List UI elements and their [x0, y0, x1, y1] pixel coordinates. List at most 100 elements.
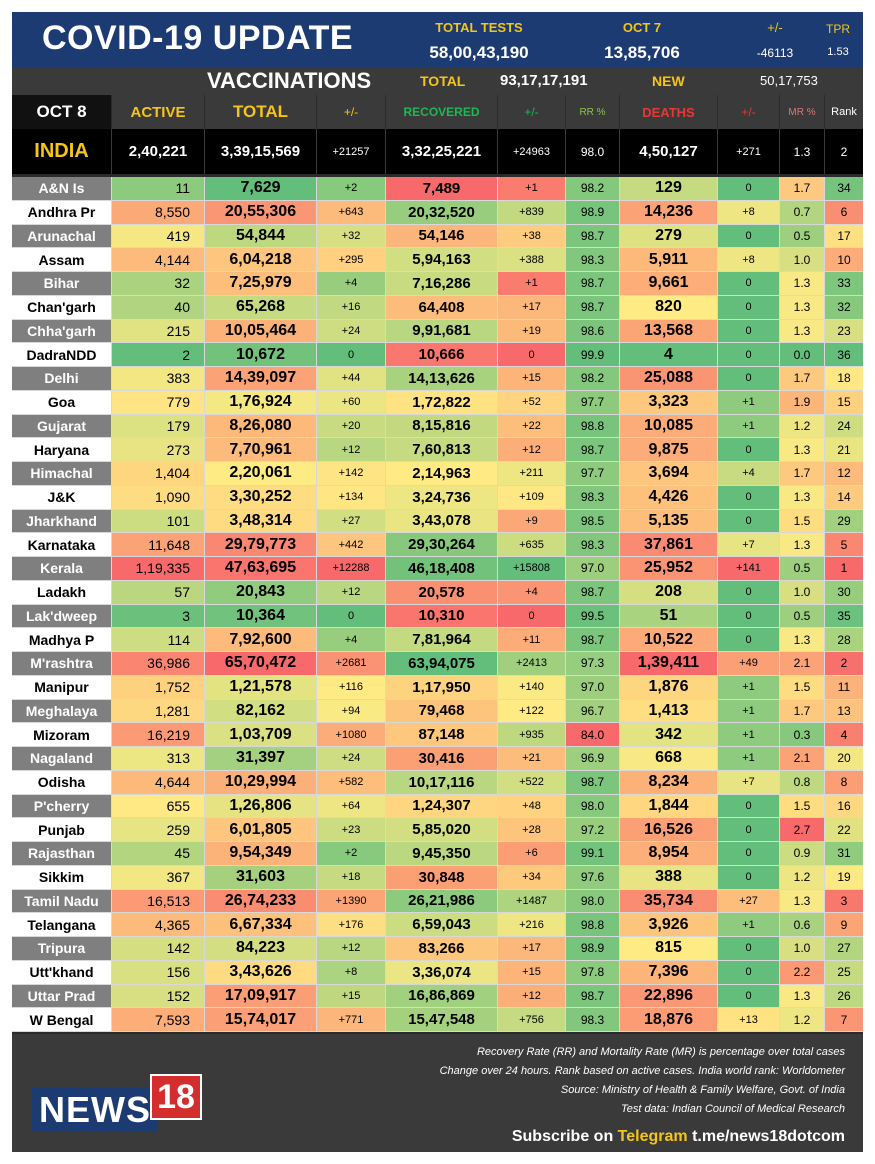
active-cell: 1,281 — [112, 699, 205, 723]
telegram-url[interactable]: t.me/news18dotcom — [692, 1128, 845, 1145]
rank-cell: 4 — [825, 723, 863, 746]
table-row: Punjab 259 6,01,805 +23 5,85,020 +28 97.2 16,52… — [12, 818, 863, 842]
recovered-change-cell: +140 — [498, 675, 566, 699]
active-cell: 383 — [112, 367, 205, 390]
india-recovered-change: +24963 — [498, 129, 566, 174]
deaths-cell: 820 — [620, 295, 718, 319]
state-name: Manipur — [12, 675, 112, 699]
rank-cell: 11 — [825, 675, 863, 699]
rank-cell: 36 — [825, 343, 863, 366]
tests-change-value: -46113 — [756, 46, 794, 60]
active-cell: 367 — [112, 865, 205, 889]
rr-cell: 97.7 — [566, 462, 620, 485]
recovered-change-cell: +1 — [498, 177, 566, 200]
mr-cell: 0.7 — [780, 200, 825, 224]
total-cell: 29,79,773 — [205, 533, 317, 556]
total-cell: 3,48,314 — [205, 509, 317, 533]
recovered-cell: 15,47,548 — [386, 1008, 498, 1031]
recovered-change-cell: +38 — [498, 224, 566, 248]
total-cell: 20,843 — [205, 580, 317, 604]
deaths-change-cell: 0 — [718, 343, 780, 366]
tests-change-label: +/- — [767, 20, 783, 35]
rank-cell: 16 — [825, 794, 863, 818]
total-change-cell: +12 — [317, 937, 386, 960]
subscribe-prefix: Subscribe on — [511, 1128, 618, 1145]
deaths-change-cell: 0 — [718, 485, 780, 509]
active-cell: 36,986 — [112, 652, 205, 675]
deaths-change-cell: +1 — [718, 390, 780, 414]
rr-cell: 84.0 — [566, 723, 620, 746]
active-cell: 4,644 — [112, 770, 205, 794]
deaths-cell: 342 — [620, 723, 718, 746]
rr-cell: 97.0 — [566, 675, 620, 699]
mr-cell: 0.5 — [780, 224, 825, 248]
recovered-cell: 10,310 — [386, 604, 498, 628]
table-row: Delhi 383 14,39,097 +44 14,13,626 +15 98.2 25,0… — [12, 367, 863, 391]
total-change-cell: +12 — [317, 580, 386, 604]
deaths-change-cell: 0 — [718, 604, 780, 628]
recovered-change-cell: +1 — [498, 272, 566, 295]
deaths-change-cell: 0 — [718, 224, 780, 248]
recovered-change-cell: +6 — [498, 842, 566, 865]
total-change-cell: +1080 — [317, 723, 386, 746]
mr-cell: 1.2 — [780, 1008, 825, 1031]
rank-cell: 23 — [825, 319, 863, 343]
rank-cell: 34 — [825, 177, 863, 200]
rank-cell: 24 — [825, 414, 863, 438]
rr-cell: 97.3 — [566, 652, 620, 675]
rank-cell: 19 — [825, 865, 863, 889]
total-change-cell: +8 — [317, 960, 386, 984]
total-change-cell: 0 — [317, 604, 386, 628]
rank-cell: 20 — [825, 747, 863, 770]
recovered-cell: 10,666 — [386, 343, 498, 366]
total-change-cell: +1390 — [317, 889, 386, 913]
rr-cell: 98.7 — [566, 438, 620, 461]
total-cell: 6,67,334 — [205, 913, 317, 936]
total-change-cell: +20 — [317, 414, 386, 438]
deaths-change-cell: +49 — [718, 652, 780, 675]
total-cell: 82,162 — [205, 699, 317, 723]
mr-cell: 1.7 — [780, 177, 825, 200]
total-change-cell: +16 — [317, 295, 386, 319]
active-cell: 1,404 — [112, 462, 205, 485]
table-row: Arunachal 419 54,844 +32 54,146 +38 98.7 279 0 0.… — [12, 224, 863, 249]
recovered-cell: 3,36,074 — [386, 960, 498, 984]
recovered-change-cell: 0 — [498, 343, 566, 366]
deaths-change-cell: 0 — [718, 937, 780, 960]
active-cell: 4,144 — [112, 248, 205, 271]
recovered-cell: 30,848 — [386, 865, 498, 889]
table-row: Himachal 1,404 2,20,061 +142 2,14,963 +211 97.… — [12, 462, 863, 486]
state-name: Goa — [12, 390, 112, 414]
table-row: Gujarat 179 8,26,080 +20 8,15,816 +22 98.8 10,0… — [12, 414, 863, 439]
table-row: Sikkim 367 31,603 +18 30,848 +34 97.6 388 0 1.2 19 — [12, 865, 863, 890]
total-change-cell: +15 — [317, 984, 386, 1008]
state-name: Karnataka — [12, 533, 112, 556]
active-cell: 114 — [112, 628, 205, 651]
total-cell: 6,04,218 — [205, 248, 317, 271]
recovered-change-cell: +15808 — [498, 557, 566, 580]
total-cell: 17,09,917 — [205, 984, 317, 1008]
table-row: Kerala 1,19,335 47,63,695 +12288 46,18,408 +1… — [12, 557, 863, 581]
state-name: Delhi — [12, 367, 112, 390]
footer-note: Change over 24 hours. Rank based on acti… — [439, 1065, 845, 1077]
rank-cell: 30 — [825, 580, 863, 604]
table-row: Madhya P 114 7,92,600 +4 7,81,964 +11 98.7 10,5… — [12, 628, 863, 652]
active-cell: 779 — [112, 390, 205, 414]
total-cell: 3,30,252 — [205, 485, 317, 509]
total-cell: 6,01,805 — [205, 818, 317, 841]
table-row: Karnataka 11,648 29,79,773 +442 29,30,264 +63… — [12, 533, 863, 557]
india-deaths-change: +271 — [718, 129, 780, 174]
recovered-change-cell: +21 — [498, 747, 566, 770]
recovered-change-cell: +216 — [498, 913, 566, 936]
telegram-link[interactable]: Telegram — [617, 1128, 688, 1145]
state-name: Madhya P — [12, 628, 112, 651]
active-cell: 142 — [112, 937, 205, 960]
recovered-cell: 30,416 — [386, 747, 498, 770]
recovered-cell: 46,18,408 — [386, 557, 498, 580]
mr-cell: 0.5 — [780, 557, 825, 580]
recovered-cell: 63,94,075 — [386, 652, 498, 675]
mr-cell: 1.7 — [780, 367, 825, 390]
recovered-cell: 3,24,736 — [386, 485, 498, 509]
india-total: 3,39,15,569 — [205, 129, 317, 174]
recovered-cell: 1,24,307 — [386, 794, 498, 818]
